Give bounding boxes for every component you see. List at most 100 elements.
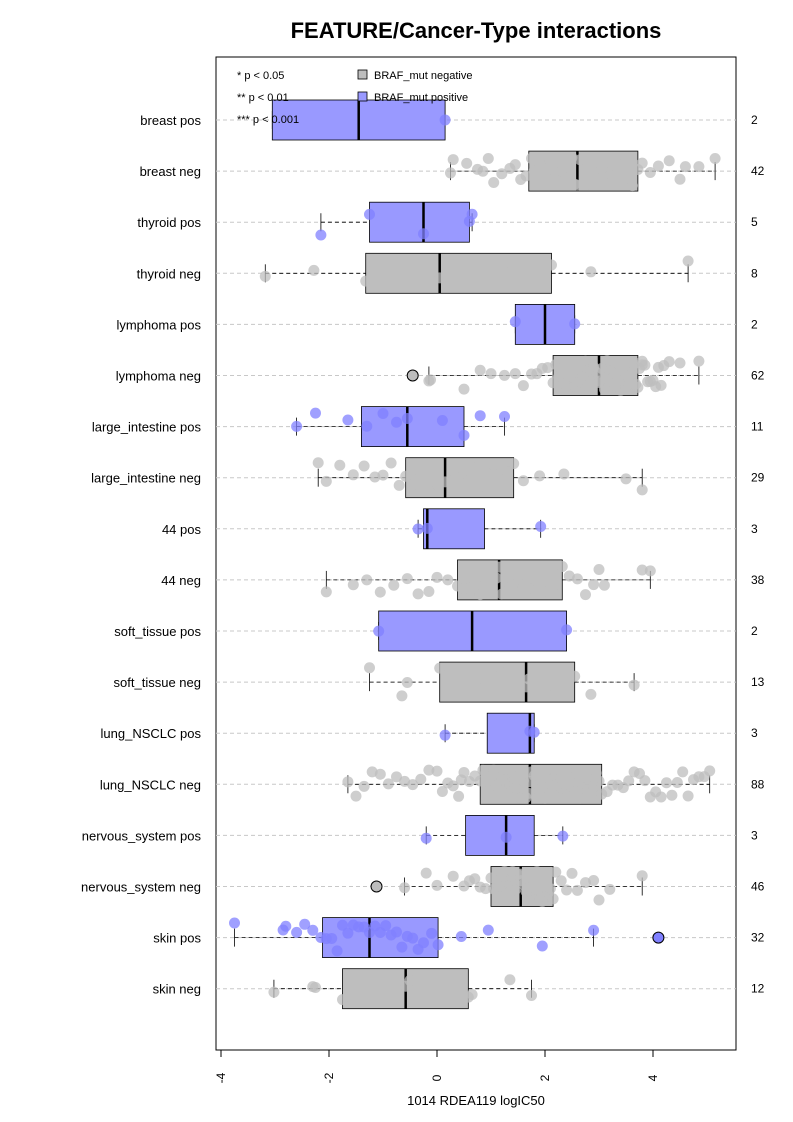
data-point (421, 522, 433, 534)
data-point (550, 866, 562, 878)
data-point (291, 926, 303, 938)
data-point (307, 924, 319, 936)
data-point (374, 768, 386, 780)
data-point (536, 781, 548, 793)
data-point (598, 579, 610, 591)
data-point (308, 264, 320, 276)
data-point (391, 416, 402, 428)
data-point (407, 779, 419, 791)
data-point (620, 155, 632, 167)
data-point (561, 624, 573, 636)
data-point (334, 459, 346, 471)
x-tick-label: 2 (538, 1074, 552, 1081)
data-point (434, 272, 446, 284)
sample-size-label: 38 (751, 573, 765, 587)
data-point (679, 161, 691, 173)
data-point (361, 574, 373, 586)
data-point (423, 485, 435, 497)
data-point (493, 561, 505, 573)
data-point (550, 768, 562, 780)
data-point (431, 571, 443, 583)
data-point (652, 160, 664, 172)
data-point (391, 771, 402, 783)
data-point (420, 832, 432, 844)
sample-size-label: 46 (751, 880, 765, 894)
data-point (536, 940, 548, 952)
data-point (463, 586, 475, 598)
box-neg (439, 661, 576, 703)
sample-size-label: 32 (751, 931, 765, 945)
data-point (310, 407, 321, 419)
sample-size-label: 3 (751, 522, 758, 536)
data-point (337, 919, 348, 931)
data-point (432, 939, 444, 951)
row-label: large_intestine pos (92, 420, 202, 435)
legend-label-positive: BRAF_mut positive (374, 92, 468, 104)
data-point (320, 586, 332, 598)
data-point (598, 383, 610, 395)
data-point (569, 670, 581, 682)
data-point (461, 157, 473, 169)
data-point (534, 157, 546, 169)
data-point (396, 690, 408, 702)
data-point (550, 683, 562, 695)
row-label: lung_NSCLC pos (101, 726, 202, 741)
row-label: breast pos (140, 113, 201, 128)
row-label: breast neg (140, 164, 201, 179)
sample-size-label: 11 (751, 420, 764, 434)
data-point (407, 932, 419, 944)
data-point (557, 830, 569, 842)
data-point (490, 572, 502, 584)
data-point (693, 355, 705, 367)
data-point (229, 917, 240, 929)
data-point (593, 894, 605, 906)
data-point (442, 574, 454, 586)
sample-size-label: 88 (751, 777, 765, 791)
data-point (385, 457, 397, 469)
data-point (585, 266, 597, 278)
data-point (588, 579, 600, 591)
data-point (391, 926, 402, 938)
data-point (485, 584, 497, 596)
data-point (580, 589, 591, 601)
legend-swatch-negative (357, 69, 368, 80)
data-point (628, 679, 640, 691)
data-point (585, 179, 597, 191)
data-point (609, 368, 621, 380)
data-point (496, 588, 508, 600)
data-point (342, 414, 354, 426)
data-point (447, 870, 459, 882)
sample-size-label: 5 (751, 215, 758, 229)
data-point (499, 369, 510, 381)
data-point (485, 872, 497, 884)
data-point (636, 484, 648, 496)
data-point (499, 411, 510, 423)
data-point (469, 575, 481, 587)
data-point (523, 787, 535, 799)
data-point (480, 883, 492, 895)
data-point (620, 381, 632, 393)
data-point (623, 775, 635, 787)
row-label: 44 neg (161, 573, 201, 588)
data-point (504, 256, 516, 268)
legend-sig-3: *** p < 0.001 (237, 114, 299, 126)
data-point (625, 369, 637, 381)
data-points (229, 114, 721, 1006)
data-point (447, 780, 459, 792)
data-point (671, 777, 683, 789)
data-point (342, 927, 354, 939)
sample-size-label: 2 (751, 624, 758, 638)
data-point (423, 585, 435, 597)
data-point (331, 945, 343, 957)
data-point (555, 165, 567, 177)
row-label: skin pos (153, 931, 201, 946)
data-point (528, 726, 540, 738)
data-point (280, 920, 292, 932)
data-point (655, 379, 667, 391)
data-point (604, 883, 616, 895)
data-point (612, 357, 624, 369)
data-point (509, 368, 521, 380)
data-point (342, 776, 354, 788)
data-point (404, 974, 416, 986)
data-point (358, 460, 370, 472)
